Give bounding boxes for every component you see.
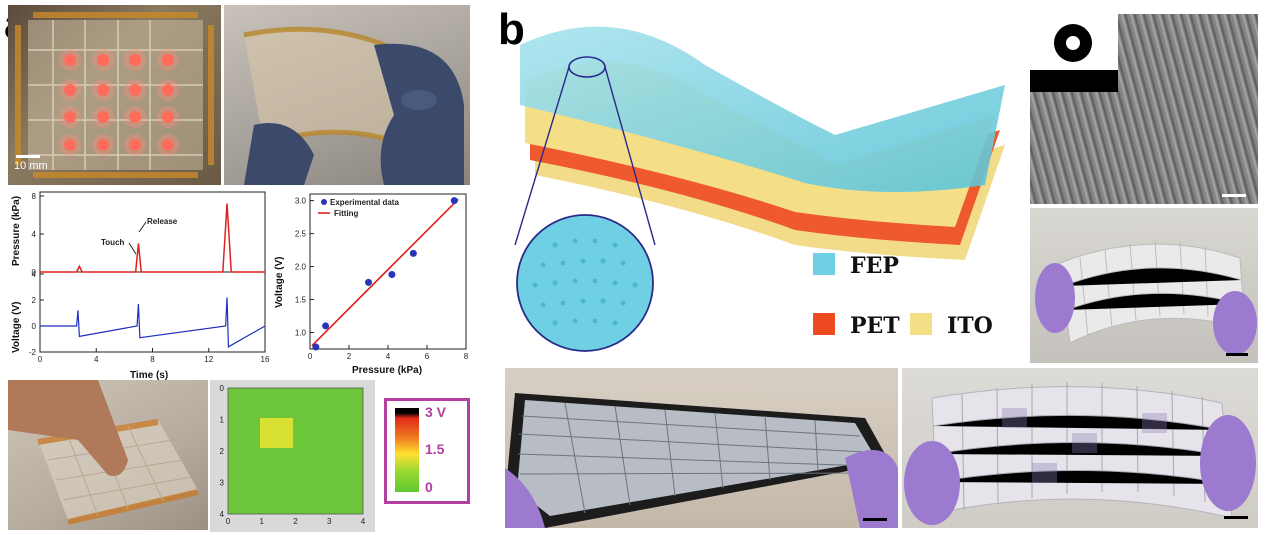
map-x-tick-label: 4 <box>361 517 366 526</box>
legend-marker-experimental <box>321 199 327 205</box>
map-x-tick-label: 1 <box>260 517 265 526</box>
pet-swatch <box>813 313 835 335</box>
touch-annotation: Touch <box>101 238 125 247</box>
keyboard-photo <box>505 368 898 528</box>
map-area <box>227 387 364 515</box>
voltage-tick-label: -2 <box>29 348 37 357</box>
experimental-data-point <box>365 278 372 286</box>
voltage-tick-label: 4 <box>32 270 37 279</box>
experimental-data-point <box>388 270 396 278</box>
colorbar-max-label: 3 V <box>425 404 447 420</box>
scale-bar <box>16 155 40 158</box>
keyboard-scale-bar <box>863 518 887 521</box>
fit-y-tick-label: 2.0 <box>295 263 307 272</box>
touch-arrow <box>128 242 137 255</box>
legend-fitting: Fitting <box>334 209 359 218</box>
time-tick-label: 12 <box>204 355 213 364</box>
pressure-tick-label: 8 <box>32 192 37 201</box>
voltage-series-line <box>40 297 266 348</box>
map-x-tick-label: 2 <box>293 517 298 526</box>
pressure-ylabel: Pressure (kPa) <box>11 196 22 266</box>
fit-x-tick-label: 8 <box>464 352 469 361</box>
fitting-line <box>311 198 459 347</box>
colorbar-gradient <box>395 408 419 492</box>
voltage-tick-label: 0 <box>32 322 37 331</box>
fit-y-tick-label: 2.5 <box>295 230 307 239</box>
bent-keyboard-scale-bar <box>1224 516 1248 519</box>
fep-swatch <box>813 253 835 275</box>
bent-keyboard-photo <box>902 368 1258 528</box>
panel-b-letter: b <box>498 5 525 54</box>
fit-y-tick-label: 1.0 <box>295 329 307 338</box>
fit-y-tick-label: 1.5 <box>295 296 307 305</box>
pressure-tick-label: 4 <box>32 230 37 239</box>
flexible-keyboard-sheet-photo <box>1030 208 1258 363</box>
scale-label: 10 mm <box>14 160 48 172</box>
time-xlabel: Time (s) <box>130 370 168 380</box>
ito-swatch <box>910 313 932 335</box>
pressure-map: 0 1 2 3 4 0 1 2 3 4 <box>210 380 375 532</box>
map-y-tick-label: 0 <box>220 384 225 393</box>
fep-layer <box>520 26 1005 193</box>
sem-scale-bar <box>1222 194 1246 197</box>
contact-angle-inset <box>1030 14 1118 92</box>
flexible-sensor-photo <box>224 5 470 185</box>
map-y-tick-label: 1 <box>220 416 225 425</box>
map-x-tick-label: 3 <box>327 517 332 526</box>
voltage-ylabel: Voltage (V) <box>11 302 22 353</box>
legend-experimental: Experimental data <box>330 198 399 207</box>
experimental-data-point <box>322 322 330 330</box>
pressure-tick-label: 0 <box>32 268 37 277</box>
time-tick-label: 4 <box>94 355 99 364</box>
pressure-series-line <box>40 203 265 273</box>
fit-x-tick-label: 4 <box>386 352 391 361</box>
time-tick-label: 0 <box>38 355 43 364</box>
voltage-pressure-fit-chart: Voltage (V) 3.0 2.5 2.0 1.5 1.0 0 2 4 6 8 Experi… <box>274 193 469 376</box>
time-tick-label: 16 <box>261 355 270 364</box>
map-y-tick-label: 2 <box>220 447 225 456</box>
fep-label: FEP <box>850 253 899 279</box>
led-array-photo: 10 mm <box>8 5 221 185</box>
zoom-circle <box>516 214 654 352</box>
colorbar-mid-label: 1.5 <box>425 441 445 457</box>
finger-touch-photo <box>8 380 208 530</box>
map-y-tick-label: 3 <box>220 479 225 488</box>
colorbar-box: 3 V 1.5 0 <box>384 398 470 504</box>
map-y-tick-label: 4 <box>220 510 225 519</box>
voltage-frame <box>39 271 266 353</box>
colorbar-min-label: 0 <box>425 479 433 495</box>
release-annotation: Release <box>147 217 178 226</box>
touched-cell <box>260 418 293 448</box>
fit-y-tick-label: 3.0 <box>295 197 307 206</box>
voltage-tick-label: 2 <box>32 296 37 305</box>
map-x-tick-label: 0 <box>226 517 231 526</box>
sheet-scale-bar <box>1226 353 1248 356</box>
experimental-data-point <box>450 197 458 205</box>
release-arrow <box>138 221 147 233</box>
ito-label: ITO <box>947 313 993 339</box>
sem-nanostructure-image <box>1030 14 1258 204</box>
fit-x-tick-label: 2 <box>347 352 352 361</box>
fit-ylabel: Voltage (V) <box>274 257 285 308</box>
pet-label: PET <box>850 313 900 339</box>
time-tick-label: 8 <box>150 355 155 364</box>
fit-xlabel: Pressure (kPa) <box>352 365 422 376</box>
layer-stack-illustration: FEP PET ITO <box>514 26 1005 352</box>
experimental-data-point <box>312 343 320 351</box>
fit-x-tick-label: 0 <box>308 352 313 361</box>
experimental-data-point <box>409 249 417 257</box>
fit-x-tick-label: 6 <box>425 352 430 361</box>
